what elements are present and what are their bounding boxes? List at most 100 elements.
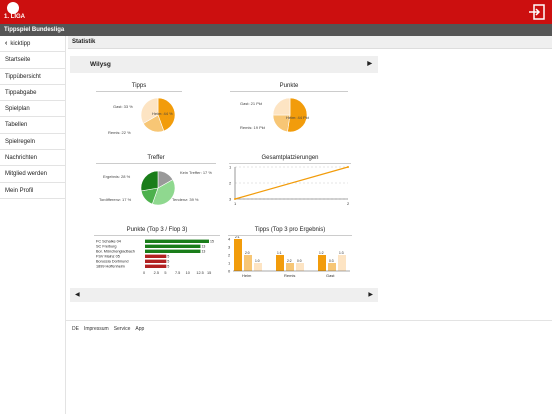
sidebar-item-tabellen[interactable]: Tabellen [0, 117, 65, 134]
line-series [234, 166, 349, 200]
vbar-bar [276, 255, 284, 271]
hbar-category-label: Bor. Mönchengladbach [96, 250, 135, 254]
vbar-bar [234, 239, 242, 271]
vbar-bar-label: 1:0 [255, 259, 260, 263]
hbar-xtick-label: 15 [207, 271, 211, 275]
vbar-bar-label: 2:1 [235, 236, 240, 239]
vbar-ytick-label: 1 [228, 261, 231, 266]
sidebar-item-startseite[interactable]: Startseite [0, 52, 65, 69]
vbar-bar [328, 263, 336, 271]
hbar-bar [145, 254, 167, 258]
bar-chart-tipps-top3: 0 1 2 3 4 2:1 2:0 1:0 Heim 1:1 2:2 0:0 Remis 1:2 0:3 1:… [228, 236, 350, 278]
hbar-bar [145, 259, 167, 263]
chart-title-tipps-top3: Tipps (Top 3 pro Ergebnis) [254, 227, 326, 233]
logout-icon[interactable] [528, 3, 546, 21]
pie-label-ergebnis: Ergebnis: 28 % [103, 174, 131, 179]
user-selector[interactable]: Wilysg ▶ [70, 56, 378, 73]
page-title: Statistik [68, 36, 552, 49]
chart-divider [96, 91, 182, 92]
pie-chart-tipps [140, 97, 176, 133]
pie-chart-punkte [272, 97, 308, 133]
sidebar: ‹ kicktipp Startseite Tippübersicht Tipp… [0, 36, 66, 414]
vbar-bar [286, 263, 294, 271]
hbar-bar [145, 239, 209, 243]
vbar-bar-label: 1:3 [339, 251, 344, 255]
hbar-category-label: FC Schalke 04 [96, 240, 121, 244]
chart-divider [228, 235, 352, 236]
vbar-bar-label: 0:3 [329, 259, 334, 263]
hbar-xtick-label: 10 [186, 271, 190, 275]
footer: DE Impressum Service App [66, 320, 552, 338]
user-name: Wilysg [90, 61, 111, 68]
vbar-category-label: Heim [242, 273, 252, 278]
hbar-xtick-label: 0 [143, 271, 145, 275]
hbar-category-label: 1899 Hoffenheim [96, 265, 125, 269]
vbar-bar-label: 1:1 [277, 251, 282, 255]
vbar-bar [318, 255, 326, 271]
vbar-bar-label: 0:0 [297, 259, 302, 263]
chart-divider [229, 163, 351, 164]
chart-divider [230, 91, 348, 92]
pie-label-tendenz: Tendenz: 39 % [172, 197, 199, 202]
sidebar-item-tippabgabe[interactable]: Tippabgabe [0, 85, 65, 102]
vbar-bar-label: 2:2 [287, 259, 292, 263]
line-ytick-label: 1 [229, 165, 232, 170]
hbar-category-label: Borussia Dortmund [96, 260, 129, 264]
hbar-category-label: FSV Mainz 05 [96, 255, 120, 259]
sidebar-item-mitglied-werden[interactable]: Mitglied werden [0, 166, 65, 183]
sidebar-item-nachrichten[interactable]: Nachrichten [0, 150, 65, 167]
line-ytick-label: 2 [229, 181, 232, 186]
vbar-bar [244, 255, 252, 271]
chart-title-treffer: Treffer [147, 155, 165, 161]
chart-title-punkte-top-flop: Punkte (Top 3 / Flop 3) [126, 227, 188, 233]
pie-tipps-slice-0 [157, 97, 176, 132]
pie-label-heim-pkt: Heim: 44 Pkt [286, 115, 309, 120]
pie-punkte-slice-0 [287, 97, 308, 133]
play-right-icon[interactable]: ▶ [367, 61, 372, 67]
sidebar-back-button[interactable]: ‹ kicktipp [0, 36, 65, 53]
sidebar-item-mein-profil[interactable]: Mein Profil [0, 183, 65, 199]
footer-link-de[interactable]: DE [72, 326, 79, 332]
vbar-category-label: Gast [326, 273, 335, 278]
vbar-bar [254, 263, 262, 271]
pie-label-kein-treffer: Kein Treffer: 17 % [180, 170, 212, 175]
line-point [347, 166, 349, 168]
pie-tipps-slice-2 [140, 97, 159, 124]
hbar-value-label: 13 [201, 245, 205, 249]
vbar-bar [296, 263, 304, 271]
hbar-value-label: 5 [167, 260, 169, 264]
sidebar-back-label: kicktipp [10, 40, 31, 47]
hbar-value-label: 5 [167, 265, 169, 269]
hbar-bar [145, 264, 167, 268]
bundesliga-logo[interactable]: 1. LIGA [4, 2, 28, 22]
chart-pager: ◀ ▶ [70, 288, 378, 302]
vbar-ytick-label: 3 [228, 245, 231, 250]
vbar-ytick-label: 4 [228, 237, 231, 242]
hbar-value-label: 15 [210, 240, 214, 244]
pager-prev-icon[interactable]: ◀ [75, 292, 80, 298]
chevron-left-icon: ‹ [5, 39, 8, 47]
pager-next-icon[interactable]: ▶ [368, 292, 373, 298]
logo-text: 1. LIGA [4, 14, 26, 20]
pie-label-remis: Remis: 22 % [108, 130, 131, 135]
vbar-category-label: Remis [284, 273, 295, 278]
hbar-xtick-label: 12.5 [196, 271, 203, 275]
vbar-bar [338, 255, 346, 271]
pie-punkte-slice-2 [272, 97, 291, 116]
line-ytick-label: 3 [229, 197, 232, 202]
sidebar-item-spielplan[interactable]: Spielplan [0, 101, 65, 118]
vbar-ytick-label: 2 [228, 253, 231, 258]
footer-link-app[interactable]: App [135, 326, 145, 332]
chart-divider [96, 163, 216, 164]
sidebar-item-tippuebersicht[interactable]: Tippübersicht [0, 69, 65, 85]
sidebar-item-spielregeln[interactable]: Spielregeln [0, 134, 65, 151]
pie-label-gast-pkt: Gast: 21 Pkt [240, 101, 263, 106]
top-bar: 1. LIGA [0, 0, 552, 24]
hbar-value-label: 13 [201, 250, 205, 254]
hbar-bar [145, 249, 201, 253]
footer-link-impressum[interactable]: Impressum [83, 326, 109, 332]
footer-link-service[interactable]: Service [113, 326, 131, 332]
pie-label-gast: Gast: 33 % [113, 104, 133, 109]
line-xtick-label: 2 [347, 201, 350, 206]
